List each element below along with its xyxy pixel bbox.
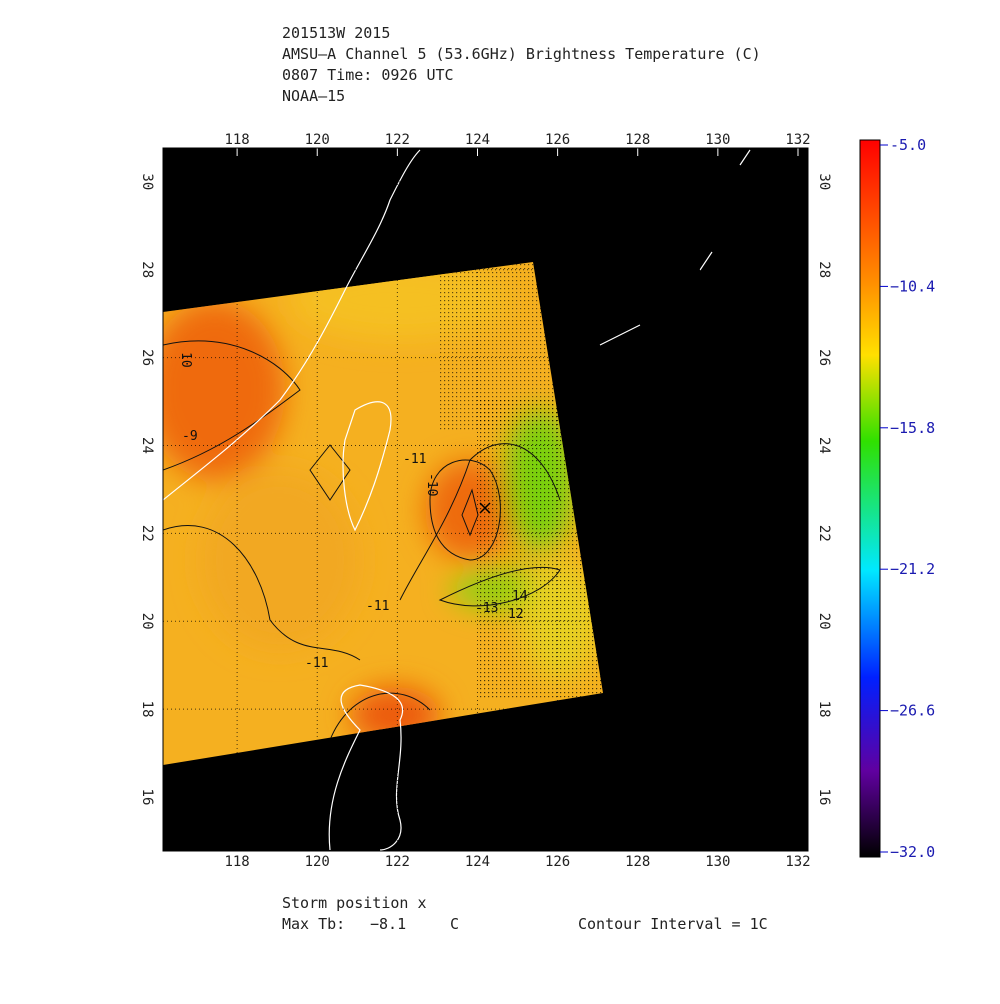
x-tick-label: 130 (705, 854, 730, 870)
x-tick-label: 132 (785, 132, 810, 148)
y-tick-label: 16 (816, 789, 832, 806)
title-line: AMSU–A Channel 5 (53.6GHz) Brightness Te… (282, 45, 761, 63)
footer: Storm position x Max Tb: −8.1 C Contour … (282, 894, 768, 933)
storm-position: Storm position x (282, 894, 427, 912)
x-tick-label: 120 (305, 854, 330, 870)
coastline (162, 149, 751, 851)
colorbar-label: −15.8 (890, 419, 935, 437)
contour-label: 12 (508, 607, 524, 622)
contour-interval: Contour Interval = 1C (578, 915, 768, 933)
y-tick-label: 22 (816, 525, 832, 542)
y-tick-label: 22 (139, 525, 155, 542)
y-tick-label: 26 (816, 349, 832, 366)
colorbar-label: −21.2 (890, 560, 935, 578)
x-tick-label: 124 (465, 854, 490, 870)
colorbar-label: -5.0 (890, 136, 926, 154)
y-tick-label: 24 (139, 437, 155, 454)
y-tick-label: 30 (816, 173, 832, 190)
y-tick-label: 16 (139, 789, 155, 806)
title-line: 0807 Time: 0926 UTC (282, 66, 454, 84)
contour-label: 10 (178, 352, 193, 368)
max-tb-value: −8.1 (370, 915, 406, 933)
y-tick-label: 26 (139, 349, 155, 366)
grid: 118 118 120 120 122 122 124 124 126 126 128 128 130 1… (139, 132, 832, 870)
colorbar-label: −32.0 (890, 843, 935, 861)
x-tick-label: 126 (545, 854, 570, 870)
storm-marker (479, 502, 491, 514)
x-tick-label: 122 (385, 854, 410, 870)
title-line: 201513W 2015 (282, 24, 390, 42)
y-tick-label: 28 (816, 261, 832, 278)
contour-label: -9 (182, 429, 198, 444)
max-tb-label: Max Tb: (282, 915, 345, 933)
max-tb-unit: C (450, 915, 459, 933)
title-line: NOAA–15 (282, 87, 345, 105)
x-tick-label: 118 (224, 132, 249, 148)
colorbar-label: −26.6 (890, 702, 935, 720)
x-tick-label: 126 (545, 132, 570, 148)
x-tick-label: 132 (785, 854, 810, 870)
colorbar-label: −10.4 (890, 277, 935, 295)
x-tick-label: 124 (465, 132, 490, 148)
contour-label: -13 (475, 601, 498, 616)
y-tick-label: 18 (816, 701, 832, 718)
contour-label: 14 (512, 589, 528, 604)
x-tick-label: 130 (705, 132, 730, 148)
title: 201513W 2015 AMSU–A Channel 5 (53.6GHz) … (282, 24, 761, 105)
y-tick-label: 18 (139, 701, 155, 718)
x-tick-label: 122 (385, 132, 410, 148)
y-tick-label: 28 (139, 261, 155, 278)
y-tick-label: 24 (816, 437, 832, 454)
colorbar (859, 139, 881, 858)
x-tick-label: 128 (625, 854, 650, 870)
x-tick-label: 120 (305, 132, 330, 148)
contour-label: -11 (305, 656, 328, 671)
y-tick-label: 20 (816, 613, 832, 630)
contour-label: -11 (366, 599, 389, 614)
contour-label: -11 (403, 452, 426, 467)
y-tick-label: 30 (139, 173, 155, 190)
x-tick-label: 128 (625, 132, 650, 148)
y-tick-label: 20 (139, 613, 155, 630)
contour-label: -10 (424, 473, 439, 496)
x-tick-label: 118 (224, 854, 249, 870)
colorbar-ticks: -5.0 −10.4 −15.8 −21.2 −26.6 −32.0 (880, 136, 935, 861)
contour-labels: -9 10 -11 -10 -11 -11 -13 14 12 (178, 352, 528, 671)
map-frame (162, 147, 809, 852)
